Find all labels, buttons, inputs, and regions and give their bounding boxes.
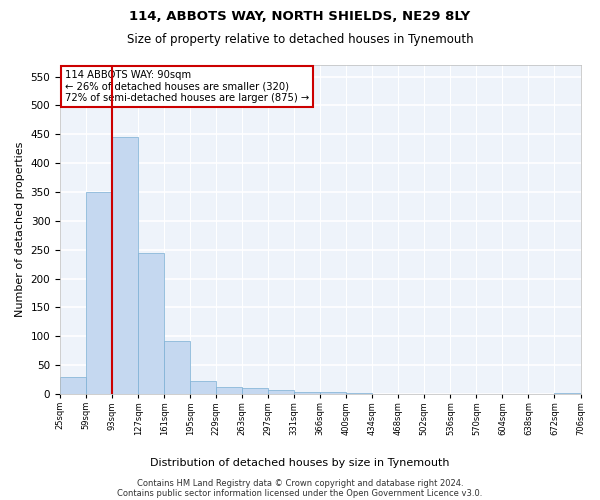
Text: Distribution of detached houses by size in Tynemouth: Distribution of detached houses by size … [150, 458, 450, 468]
Bar [268, 390, 294, 394]
Bar [320, 392, 346, 394]
Text: 114 ABBOTS WAY: 90sqm
← 26% of detached houses are smaller (320)
72% of semi-det: 114 ABBOTS WAY: 90sqm ← 26% of detached … [65, 70, 310, 103]
Bar [294, 392, 320, 394]
Text: Size of property relative to detached houses in Tynemouth: Size of property relative to detached ho… [127, 32, 473, 46]
Bar [60, 376, 86, 394]
Bar [190, 382, 216, 394]
Text: 114, ABBOTS WAY, NORTH SHIELDS, NE29 8LY: 114, ABBOTS WAY, NORTH SHIELDS, NE29 8LY [130, 10, 470, 23]
Bar [112, 137, 138, 394]
Bar [86, 192, 112, 394]
Bar [554, 393, 581, 394]
Bar [138, 252, 164, 394]
Bar [164, 341, 190, 394]
Text: Contains HM Land Registry data © Crown copyright and database right 2024.: Contains HM Land Registry data © Crown c… [137, 479, 463, 488]
Bar [216, 387, 242, 394]
Bar [242, 388, 268, 394]
Y-axis label: Number of detached properties: Number of detached properties [15, 142, 25, 317]
Text: Contains public sector information licensed under the Open Government Licence v3: Contains public sector information licen… [118, 489, 482, 498]
